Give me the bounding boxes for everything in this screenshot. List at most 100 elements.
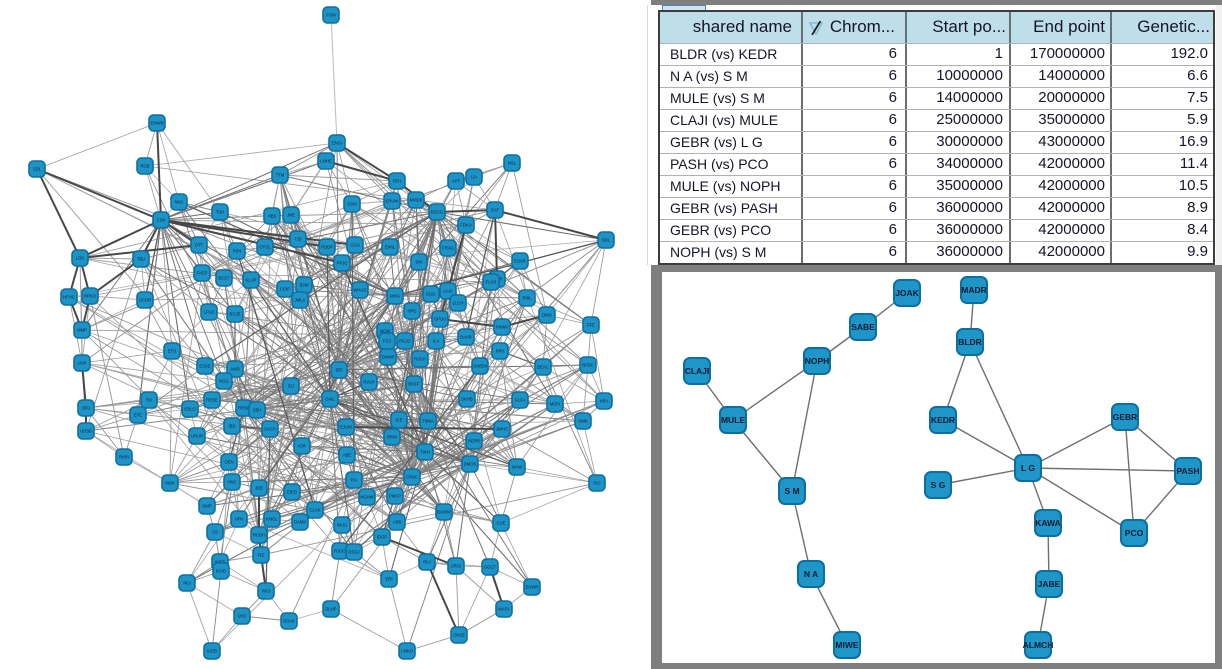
svg-text:ABE: ABE: [343, 453, 352, 458]
svg-text:TBMA: TBMA: [422, 419, 434, 424]
svg-text:WCI: WCI: [262, 589, 270, 594]
svg-text:RJGH: RJGH: [414, 357, 425, 362]
svg-text:PMCP: PMCP: [389, 494, 401, 499]
svg-text:OTOL: OTOL: [259, 245, 271, 250]
svg-text:FOM: FOM: [326, 13, 336, 18]
svg-text:TBU: TBU: [137, 257, 145, 262]
svg-text:JOAK: JOAK: [895, 288, 919, 298]
svg-text:ERI: ERI: [386, 577, 393, 582]
svg-text:BRW: BRW: [387, 435, 397, 440]
svg-text:IMES: IMES: [215, 560, 225, 565]
svg-text:IUEB: IUEB: [207, 649, 217, 654]
svg-text:CLAK: CLAK: [310, 508, 321, 513]
svg-text:PDDP: PDDP: [321, 245, 333, 250]
svg-text:LFUD: LFUD: [204, 310, 215, 315]
svg-text:DTT: DTT: [195, 243, 204, 248]
svg-text:RHRI: RHRI: [119, 455, 129, 460]
svg-text:HPG: HPG: [407, 309, 416, 314]
svg-text:RJUH: RJUH: [363, 380, 374, 385]
svg-text:BGCG: BGCG: [431, 210, 443, 215]
svg-text:RCDH: RCDH: [253, 533, 265, 538]
svg-text:IWJU: IWJU: [337, 523, 347, 528]
svg-text:BCST: BCST: [218, 276, 230, 281]
svg-text:HFN: HFN: [235, 517, 244, 522]
svg-text:BUWW: BUWW: [437, 510, 451, 515]
svg-text:RRSP: RRSP: [238, 406, 250, 411]
svg-text:PWL: PWL: [522, 296, 532, 301]
svg-text:BGJE: BGJE: [230, 312, 241, 317]
svg-text:CUE: CUE: [497, 521, 506, 526]
svg-text:UHC: UHC: [237, 614, 246, 619]
svg-text:ESAR: ESAR: [514, 259, 525, 264]
svg-text:EUWR: EUWR: [526, 585, 539, 590]
svg-text:NFBC: NFBC: [582, 363, 593, 368]
svg-text:TJS: TJS: [294, 237, 302, 242]
svg-text:DOAK: DOAK: [283, 619, 295, 624]
svg-text:KLUP: KLUP: [246, 278, 257, 283]
svg-text:DWNP: DWNP: [382, 355, 395, 360]
svg-text:KCIB: KCIB: [216, 569, 226, 574]
svg-text:MHG: MHG: [390, 294, 400, 299]
svg-text:IDGP: IDGP: [377, 535, 387, 540]
svg-text:SDL: SDL: [602, 238, 611, 243]
svg-text:BEAC: BEAC: [537, 365, 548, 370]
svg-text:APB: APB: [393, 520, 402, 525]
svg-text:FKEP: FKEP: [197, 271, 208, 276]
svg-text:RGJO: RGJO: [399, 339, 411, 344]
svg-text:HFHC: HFHC: [63, 295, 75, 300]
svg-text:KAWA: KAWA: [1035, 518, 1061, 528]
svg-text:CII: CII: [212, 530, 217, 535]
svg-text:DLHP: DLHP: [325, 607, 336, 612]
svg-text:FIE: FIE: [258, 553, 265, 558]
svg-text:OSM: OSM: [347, 202, 357, 207]
svg-text:LDS: LDS: [76, 256, 84, 261]
svg-text:CROI: CROI: [451, 564, 461, 569]
svg-text:OFU: OFU: [82, 406, 91, 411]
svg-text:HRA: HRA: [600, 399, 609, 404]
svg-text:MADR: MADR: [961, 285, 987, 295]
svg-text:JWHC: JWHC: [496, 427, 508, 432]
svg-text:DMP: DMP: [202, 504, 212, 509]
svg-text:ALMCH: ALMCH: [1023, 640, 1054, 650]
svg-text:MAFA: MAFA: [498, 607, 510, 612]
svg-text:EFE: EFE: [134, 413, 142, 418]
svg-text:ERUW: ERUW: [386, 199, 399, 204]
svg-text:IGJ: IGJ: [288, 384, 295, 389]
svg-text:SACO: SACO: [264, 427, 277, 432]
svg-text:MIWE: MIWE: [835, 640, 858, 650]
svg-text:RPKO: RPKO: [84, 294, 97, 299]
svg-text:PSN: PSN: [233, 249, 242, 254]
svg-text:CGU: CGU: [350, 243, 359, 248]
svg-text:FGJ: FGJ: [383, 339, 391, 344]
svg-text:EIEO: EIEO: [287, 490, 298, 495]
svg-text:KEDR: KEDR: [931, 415, 955, 425]
svg-text:BOFF: BOFF: [408, 382, 420, 387]
svg-text:LAAI: LAAI: [443, 289, 452, 294]
svg-text:UDSB: UDSB: [80, 429, 92, 434]
svg-text:FFE: FFE: [587, 323, 595, 328]
svg-text:FLHS: FLHS: [486, 280, 497, 285]
svg-text:TWH: TWH: [420, 450, 430, 455]
svg-text:ILA: ILA: [433, 339, 439, 344]
svg-text:IGUL: IGUL: [426, 292, 436, 297]
svg-text:LLCH: LLCH: [453, 301, 464, 306]
svg-text:HNC: HNC: [227, 480, 236, 485]
svg-text:ICE: ICE: [396, 418, 403, 423]
svg-text:EJUW: EJUW: [340, 425, 352, 430]
svg-text:PPJC: PPJC: [337, 261, 348, 266]
svg-text:RJOO: RJOO: [334, 549, 346, 554]
svg-text:MULE: MULE: [721, 415, 745, 425]
svg-text:MCPI: MCPI: [550, 402, 560, 407]
svg-text:NGG: NGG: [219, 379, 229, 384]
svg-text:GWEM: GWEM: [473, 364, 487, 369]
svg-text:RESE: RESE: [206, 398, 218, 403]
svg-text:DKI: DKI: [416, 260, 423, 265]
svg-text:CCIP: CCIP: [280, 287, 290, 292]
svg-text:NCI: NCI: [183, 581, 190, 586]
svg-text:GGCT: GGCT: [484, 565, 497, 570]
svg-text:RERR: RERR: [468, 439, 480, 444]
svg-text:LMKD: LMKD: [401, 649, 413, 654]
svg-text:PAJ: PAJ: [423, 560, 430, 565]
svg-text:RGB: RGB: [140, 164, 149, 169]
svg-text:MOM: MOM: [380, 329, 391, 334]
